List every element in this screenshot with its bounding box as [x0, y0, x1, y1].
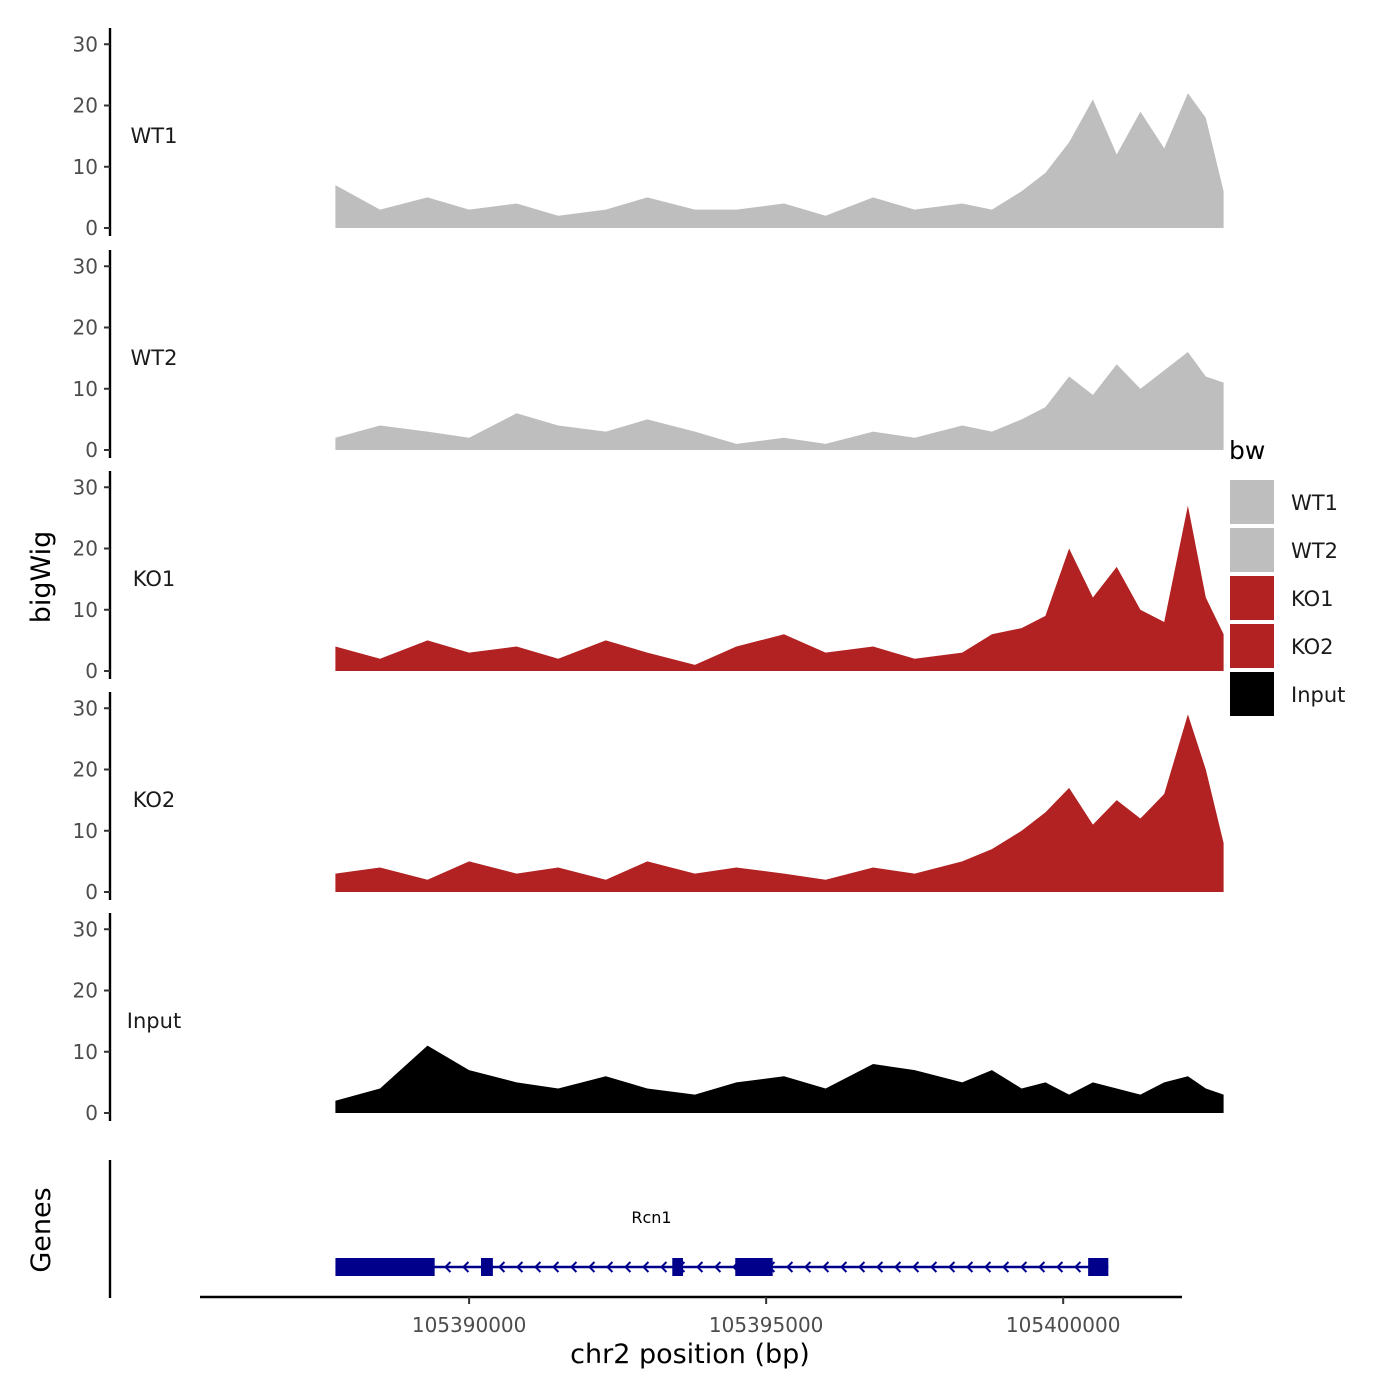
strand-arrow-icon — [876, 1261, 884, 1273]
gene-track: Rcn1 — [108, 1160, 1109, 1298]
strand-arrow-icon — [642, 1261, 650, 1273]
y-tick-label: 0 — [85, 659, 98, 683]
x-axis: 105390000 105395000 105400000 — [200, 1295, 1182, 1337]
legend: bw WT1 WT2 KO1 KO2 Input — [1229, 436, 1345, 716]
strand-arrow-icon — [930, 1261, 938, 1273]
gene-exon — [480, 1258, 493, 1276]
signal-area-input — [335, 1045, 1224, 1113]
y-tick-label: 30 — [73, 917, 98, 941]
gene-exon — [672, 1258, 683, 1276]
strand-arrow-icon — [498, 1261, 506, 1273]
legend-label-ko1: KO1 — [1291, 587, 1334, 611]
legend-label-wt1: WT1 — [1291, 491, 1338, 515]
legend-swatch-ko1 — [1230, 576, 1274, 620]
strand-arrow-icon — [696, 1261, 704, 1273]
strand-arrow-icon — [822, 1261, 830, 1273]
strand-arrow-icon — [570, 1261, 578, 1273]
gene-exon — [735, 1258, 773, 1276]
y-tick-label: 0 — [85, 438, 98, 462]
y-tick-label: 20 — [73, 758, 98, 782]
strand-arrow-icon — [840, 1261, 848, 1273]
gene-exon — [335, 1258, 435, 1276]
x-tick-label: 105390000 — [412, 1313, 527, 1337]
legend-swatch-input — [1230, 672, 1274, 716]
strand-arrow-icon — [894, 1261, 902, 1273]
gene-name-label: Rcn1 — [631, 1208, 671, 1227]
legend-label-input: Input — [1291, 683, 1345, 707]
strand-arrow-icon — [966, 1261, 974, 1273]
strand-arrow-icon — [624, 1261, 632, 1273]
strand-arrow-icon — [444, 1261, 452, 1273]
genes-axis-title: Genes — [26, 1187, 57, 1272]
y-tick-label: 0 — [85, 880, 98, 904]
y-tick-label: 10 — [73, 598, 98, 622]
track-label-ko2: KO2 — [133, 788, 176, 812]
strand-arrow-icon — [606, 1261, 614, 1273]
legend-swatch-wt2 — [1230, 528, 1274, 572]
strand-arrow-icon — [660, 1261, 668, 1273]
track-ko2: 0 10 20 30 KO2 — [73, 692, 1224, 904]
strand-arrow-icon — [1074, 1261, 1082, 1273]
legend-label-wt2: WT2 — [1291, 539, 1338, 563]
y-tick-label: 10 — [73, 819, 98, 843]
y-axis-title: bigWig — [26, 531, 57, 624]
signal-area-wt1 — [335, 93, 1224, 228]
y-tick-label: 20 — [73, 316, 98, 340]
x-tick-label: 105400000 — [1006, 1313, 1121, 1337]
strand-arrow-icon — [948, 1261, 956, 1273]
y-tick-label: 20 — [73, 94, 98, 118]
y-tick-label: 30 — [73, 254, 98, 278]
y-tick-label: 0 — [85, 216, 98, 240]
signal-tracks: 0 10 20 30 WT1 0 10 20 30 WT2 0 10 20 30 KO1 0 10 20 30 KO2… — [73, 28, 1224, 1125]
x-tick-label: 105395000 — [709, 1313, 824, 1337]
strand-arrow-icon — [1038, 1261, 1046, 1273]
strand-arrow-icon — [804, 1261, 812, 1273]
track-input: 0 10 20 30 Input — [73, 913, 1224, 1125]
y-tick-label: 30 — [73, 696, 98, 720]
track-label-wt1: WT1 — [131, 124, 178, 148]
gene-exon — [1088, 1258, 1109, 1276]
strand-arrow-icon — [1002, 1261, 1010, 1273]
track-wt2: 0 10 20 30 WT2 — [73, 250, 1224, 462]
y-tick-label: 20 — [73, 979, 98, 1003]
legend-swatch-ko2 — [1230, 624, 1274, 668]
y-tick-label: 10 — [73, 1040, 98, 1064]
signal-area-ko2 — [335, 714, 1224, 892]
legend-label-ko2: KO2 — [1291, 635, 1334, 659]
track-label-ko1: KO1 — [133, 567, 176, 591]
strand-arrow-icon — [714, 1261, 722, 1273]
strand-arrow-icon — [858, 1261, 866, 1273]
strand-arrow-icon — [1020, 1261, 1028, 1273]
legend-swatch-wt1 — [1230, 480, 1274, 524]
strand-arrow-icon — [534, 1261, 542, 1273]
y-tick-label: 20 — [73, 537, 98, 561]
strand-arrow-icon — [984, 1261, 992, 1273]
track-label-wt2: WT2 — [131, 346, 178, 370]
strand-arrow-icon — [516, 1261, 524, 1273]
y-tick-label: 30 — [73, 32, 98, 56]
signal-area-ko1 — [335, 505, 1224, 671]
y-tick-label: 10 — [73, 155, 98, 179]
strand-arrow-icon — [462, 1261, 470, 1273]
y-tick-label: 0 — [85, 1101, 98, 1125]
legend-title: bw — [1229, 436, 1265, 465]
strand-arrow-icon — [912, 1261, 920, 1273]
signal-area-wt2 — [335, 352, 1224, 450]
strand-arrow-icon — [552, 1261, 560, 1273]
strand-arrow-icon — [1056, 1261, 1064, 1273]
track-wt1: 0 10 20 30 WT1 — [73, 28, 1224, 240]
x-axis-title: chr2 position (bp) — [570, 1339, 810, 1370]
track-label-input: Input — [127, 1009, 181, 1033]
y-tick-label: 10 — [73, 377, 98, 401]
y-tick-label: 30 — [73, 475, 98, 499]
strand-arrow-icon — [786, 1261, 794, 1273]
track-ko1: 0 10 20 30 KO1 — [73, 471, 1224, 683]
strand-arrow-icon — [588, 1261, 596, 1273]
